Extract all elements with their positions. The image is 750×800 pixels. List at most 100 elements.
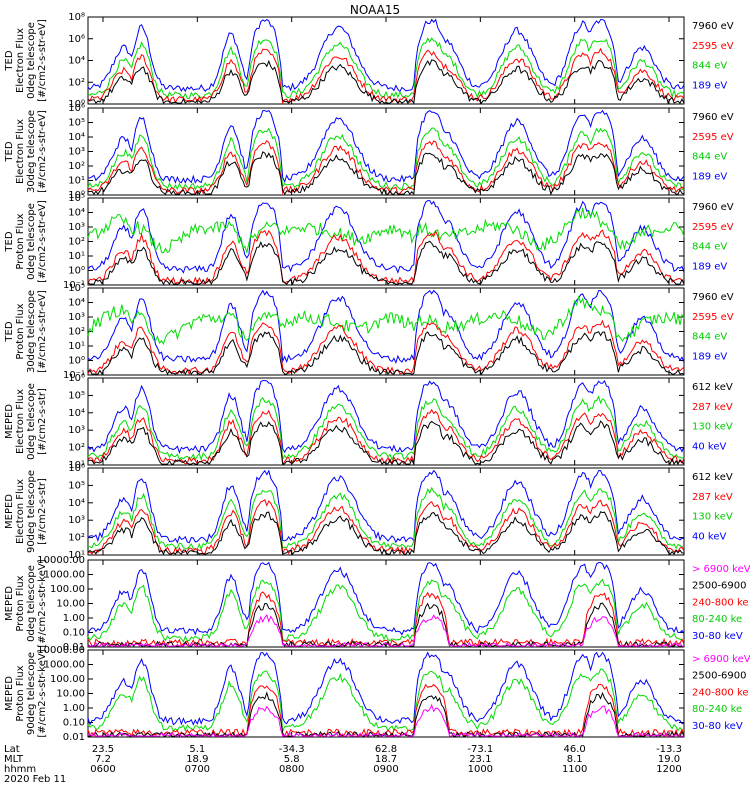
y-tick-label: 10⁴ (68, 56, 85, 67)
legend-entry: 844 eV (692, 152, 727, 163)
y-tick-label: 10⁴ (68, 298, 85, 309)
y-tick-label: 10⁵ (68, 390, 85, 401)
bottom-axis-value: -13.3 (656, 744, 682, 755)
series-trace (87, 486, 685, 551)
series-trace (87, 139, 685, 196)
y-axis-label: [#/cm2-s-str] (37, 478, 48, 545)
legend-entry: > 6900 keV (692, 654, 750, 665)
bottom-axis-value: 19.0 (658, 754, 680, 765)
legend-entry: 844 eV (692, 61, 727, 72)
y-tick-label: 10⁴ (68, 132, 85, 143)
series-trace (87, 47, 685, 105)
y-axis-label: MEPED (4, 494, 15, 529)
y-axis-label: Electron Flux (15, 28, 26, 93)
y-tick-label: 0.10 (63, 718, 85, 729)
series-trace (87, 668, 685, 733)
legend-entry: 189 eV (692, 261, 727, 272)
y-tick-label: 10¹ (68, 251, 85, 262)
legend-entry: 2595 eV (692, 132, 734, 143)
y-axis-label: 0deg telescope (26, 565, 37, 642)
y-tick-label: 10³ (68, 515, 85, 526)
bottom-axis-value: -34.3 (279, 744, 305, 755)
legend-entry: 30-80 keV (692, 631, 743, 642)
bottom-axis-value: 5.1 (189, 744, 205, 755)
y-tick-label: 10⁴ (68, 208, 85, 219)
y-tick-label: 10² (68, 161, 85, 172)
series-trace (87, 511, 685, 556)
series-trace (87, 295, 685, 345)
y-tick-label: 100.00 (50, 584, 85, 595)
legend-entry: 7960 eV (692, 112, 734, 123)
legend-entry: 130 keV (692, 512, 733, 523)
series-trace (88, 691, 685, 738)
series-trace (87, 319, 685, 376)
date-label: 2020 Feb 11 (4, 774, 66, 785)
y-tick-label: 10⁵ (68, 193, 85, 204)
y-axis-label: [#/cm2-s-str-eV] (37, 110, 48, 193)
series-trace (88, 613, 684, 648)
y-tick-label: 10⁴ (68, 408, 85, 419)
legend-entry: 612 keV (692, 472, 733, 483)
legend-entry: 30-80 keV (692, 721, 743, 732)
y-axis-label: 0deg telescope (26, 22, 37, 99)
y-tick-label: 10⁰ (68, 190, 85, 201)
legend-entry: 2595 eV (692, 312, 734, 323)
series-trace (87, 18, 685, 93)
y-tick-label: 10⁶ (68, 373, 85, 384)
y-axis-label: TED (4, 50, 15, 71)
panel-frame (87, 377, 685, 466)
panel-frame (87, 287, 685, 376)
legend-entry: 2500-6900 (692, 581, 747, 592)
legend-entry: 844 eV (692, 242, 727, 253)
legend-entry: 189 eV (692, 80, 727, 91)
series-trace (87, 207, 685, 255)
y-tick-label: 1.00 (63, 703, 85, 714)
y-axis-label: TED (4, 231, 15, 252)
panel-6: 10¹ 10² 10³ 10⁴ 10⁵ 10⁶ MEPED Electron Flux 90de… (4, 463, 733, 561)
y-tick-label: 10⁸ (68, 12, 85, 23)
y-tick-label: 10⁵ (68, 283, 85, 294)
y-axis-label: MEPED (4, 586, 15, 621)
y-axis-label: MEPED (4, 404, 15, 439)
series-trace (87, 127, 685, 191)
panel-1: 10⁰ 10² 10⁴ 10⁶ 10⁸ TED Electron Flux 0deg tele… (4, 12, 734, 110)
y-tick-label: 10³ (68, 425, 85, 436)
y-axis-label: MEPED (4, 676, 15, 711)
legend-entry: 40 keV (692, 441, 726, 452)
series-trace (87, 703, 684, 737)
y-tick-label: 1000.00 (44, 660, 85, 671)
panel-8: 0.01 0.10 1.00 10.00 100.00 1000.00 10000.00 ME… (4, 645, 750, 743)
series-trace (87, 561, 685, 636)
y-tick-label: 10.00 (56, 689, 85, 700)
y-tick-label: 0.01 (63, 642, 85, 653)
y-axis-label: 30deg telescope (26, 110, 37, 193)
legend-entry: 287 keV (692, 402, 733, 413)
y-axis-label: [#/cm2-s-str-keV] (37, 559, 48, 647)
bottom-axis-value: 18.7 (375, 754, 397, 765)
legend-entry: 189 eV (692, 171, 727, 182)
y-axis-label: 90deg telescope (26, 652, 37, 735)
legend-entry: 130 keV (692, 422, 733, 433)
y-tick-label: 100.00 (50, 674, 85, 685)
bottom-axis-value: 18.9 (186, 754, 208, 765)
bottom-axis-value: 1100 (562, 764, 587, 775)
y-axis-label: Proton Flux (15, 575, 26, 631)
y-tick-label: 10¹ (68, 341, 85, 352)
bottom-axis-value: 0700 (185, 764, 210, 775)
y-tick-label: 10² (68, 533, 85, 544)
y-tick-label: 0.10 (63, 628, 85, 639)
panel-3: 10⁻¹ 10⁰ 10¹ 10² 10³ 10⁴ 10⁵ TED Proton Flux 0deg… (4, 193, 734, 291)
series-trace (87, 420, 685, 466)
series-trace (87, 151, 685, 196)
y-tick-label: 10³ (68, 222, 85, 233)
y-tick-label: 10⁶ (68, 463, 85, 474)
series-trace (87, 499, 685, 556)
bottom-axis-value: 8.1 (567, 754, 583, 765)
y-tick-label: 10¹ (68, 550, 85, 561)
series-trace (87, 59, 685, 105)
series-trace (87, 229, 685, 286)
panel-7: 0.01 0.10 1.00 10.00 100.00 1000.00 10000.00 ME… (4, 555, 750, 653)
y-tick-label: 10¹ (68, 460, 85, 471)
